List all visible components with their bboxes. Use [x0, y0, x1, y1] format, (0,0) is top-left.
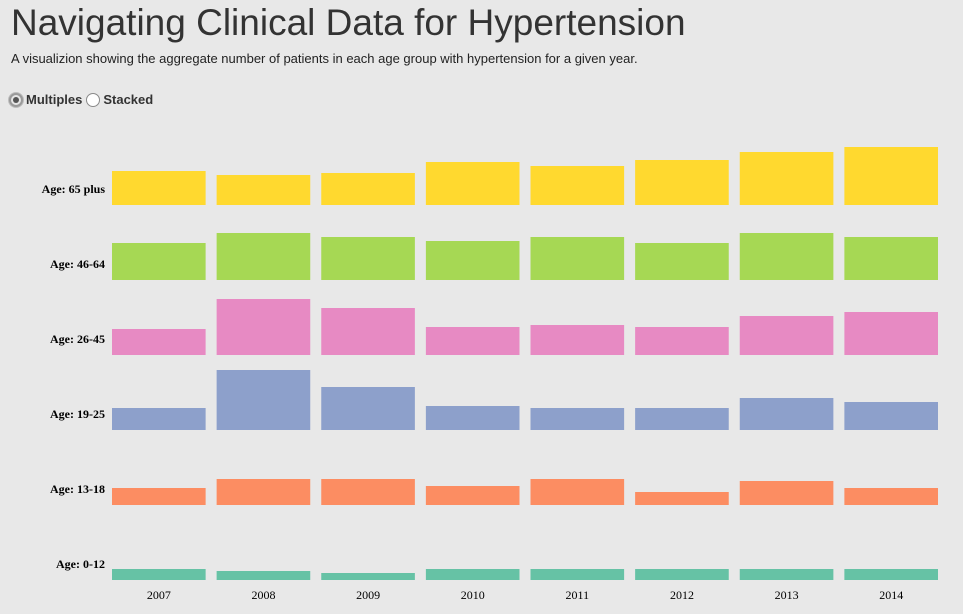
bar[interactable] — [844, 569, 938, 580]
bar[interactable] — [425, 162, 520, 205]
bar[interactable] — [321, 237, 415, 280]
x-tick-label: 2014 — [879, 588, 903, 602]
bar[interactable] — [112, 408, 206, 430]
x-tick-label: 2009 — [356, 588, 380, 602]
row-label: Age: 13-18 — [50, 482, 105, 496]
row-label: Age: 0-12 — [56, 557, 105, 571]
bar[interactable] — [739, 233, 834, 280]
stacked-option[interactable]: Stacked — [86, 92, 153, 107]
bar[interactable] — [321, 387, 415, 430]
bar[interactable] — [844, 312, 938, 355]
bar[interactable] — [425, 241, 520, 280]
bar[interactable] — [739, 481, 834, 505]
bar[interactable] — [216, 479, 311, 505]
x-tick-label: 2008 — [251, 588, 275, 602]
x-tick-label: 2010 — [461, 588, 485, 602]
x-tick-label: 2007 — [147, 588, 171, 602]
bar[interactable] — [216, 299, 311, 355]
bar[interactable] — [112, 569, 206, 580]
row-label: Age: 19-25 — [50, 407, 105, 421]
bar[interactable] — [112, 243, 206, 280]
bar[interactable] — [635, 569, 729, 580]
bar[interactable] — [321, 479, 415, 505]
multiples-option[interactable]: Multiples — [9, 92, 82, 107]
x-tick-label: 2011 — [566, 588, 590, 602]
bar[interactable] — [635, 408, 729, 430]
multiples-radio[interactable] — [9, 92, 23, 107]
stacked-radio[interactable] — [86, 92, 101, 107]
row-age-65-plus: Age: 65 plus — [42, 147, 938, 205]
bar[interactable] — [112, 171, 206, 205]
row-label: Age: 26-45 — [50, 332, 105, 346]
x-tick-label: 2013 — [775, 588, 799, 602]
bar[interactable] — [321, 573, 415, 580]
row-age-0-12: Age: 0-12 — [56, 557, 938, 580]
bar[interactable] — [216, 370, 311, 430]
bar[interactable] — [216, 571, 311, 580]
row-age-19-25: Age: 19-25 — [50, 370, 938, 430]
bar[interactable] — [844, 237, 938, 280]
row-age-26-45: Age: 26-45 — [50, 299, 938, 355]
bar[interactable] — [321, 173, 415, 205]
bar[interactable] — [530, 237, 625, 280]
bar[interactable] — [739, 316, 834, 355]
bar[interactable] — [321, 308, 415, 355]
page-subtitle: A visualizion showing the aggregate numb… — [11, 51, 638, 66]
row-label: Age: 65 plus — [42, 182, 106, 196]
row-age-46-64: Age: 46-64 — [50, 233, 938, 280]
bar[interactable] — [530, 408, 625, 430]
bar[interactable] — [530, 325, 625, 355]
bar[interactable] — [530, 166, 625, 205]
bar[interactable] — [112, 329, 206, 355]
bar[interactable] — [635, 327, 729, 355]
bar[interactable] — [844, 147, 938, 205]
bar[interactable] — [739, 569, 834, 580]
bar[interactable] — [530, 479, 625, 505]
bar[interactable] — [216, 233, 311, 280]
x-axis: 2007 2008 2009 2010 2011 2012 2013 2014 — [147, 588, 903, 602]
bar[interactable] — [635, 160, 729, 205]
page-title: Navigating Clinical Data for Hypertensio… — [11, 2, 686, 43]
bar[interactable] — [425, 327, 520, 355]
bar[interactable] — [739, 152, 834, 205]
bar[interactable] — [844, 402, 938, 430]
bar[interactable] — [425, 406, 520, 430]
bar[interactable] — [739, 398, 834, 430]
bar[interactable] — [530, 569, 625, 580]
layout-toggle: Multiples Stacked — [9, 92, 157, 107]
bar[interactable] — [425, 569, 520, 580]
multiples-label: Multiples — [26, 92, 83, 107]
stacked-label: Stacked — [103, 92, 154, 107]
bar[interactable] — [112, 488, 206, 505]
row-age-13-18: Age: 13-18 — [50, 479, 938, 505]
bar[interactable] — [216, 175, 311, 205]
row-label: Age: 46-64 — [50, 257, 105, 271]
x-tick-label: 2012 — [670, 588, 694, 602]
bar[interactable] — [425, 486, 520, 505]
bar[interactable] — [844, 488, 938, 505]
bar[interactable] — [635, 243, 729, 280]
bar[interactable] — [635, 492, 729, 505]
